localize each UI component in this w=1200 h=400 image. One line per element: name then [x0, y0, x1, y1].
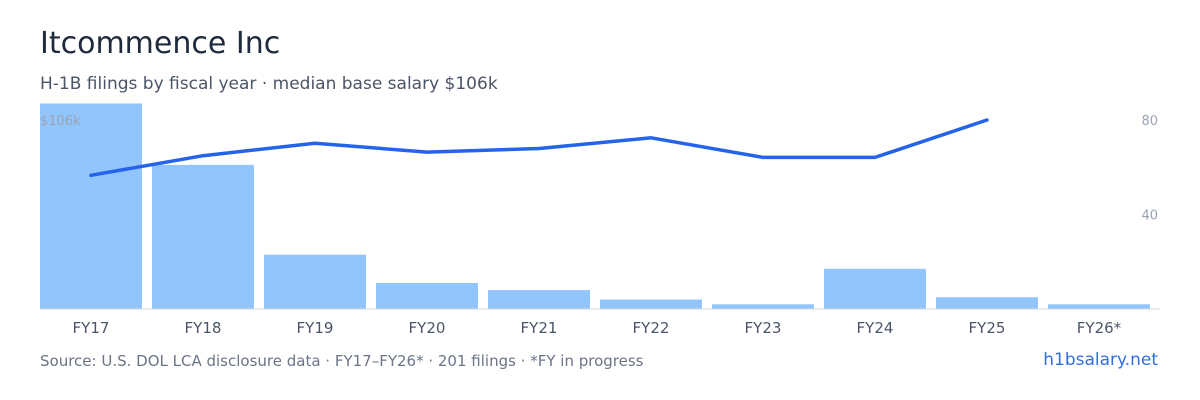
bar-fy23: [712, 304, 814, 309]
bars-group: [40, 103, 1150, 310]
bar-fy24: [824, 268, 926, 309]
x-tick-label: FY19: [297, 319, 334, 337]
bar-fy25: [936, 297, 1038, 309]
x-tick-label: FY21: [521, 319, 558, 337]
x-tick-label: FY26*: [1077, 319, 1122, 337]
right-axis-tick: 80: [1141, 114, 1158, 129]
bar-fy18: [152, 164, 254, 309]
x-tick-label: FY20: [409, 319, 446, 337]
bar-fy17: [40, 103, 142, 310]
source-note: Source: U.S. DOL LCA disclosure data · F…: [40, 352, 644, 370]
salary-line: [89, 118, 989, 178]
x-tick-label: FY18: [185, 319, 222, 337]
x-tick-label: FY22: [633, 319, 670, 337]
chart-title: Itcommence Inc: [40, 26, 281, 61]
x-tick-label: FY17: [73, 319, 110, 337]
bar-fy26-partial: [1048, 304, 1150, 309]
left-axis-label: $106k: [40, 114, 81, 129]
x-tick-label: FY24: [857, 319, 894, 337]
brand-link[interactable]: h1bsalary.net: [1043, 350, 1158, 370]
x-tick-label: FY25: [969, 319, 1006, 337]
right-ticks-group: 80 40: [1141, 114, 1158, 224]
bar-fy22: [600, 299, 702, 309]
chart-subtitle: H-1B filings by fiscal year · median bas…: [40, 74, 498, 94]
bar-fy19: [264, 254, 366, 309]
right-axis-tick: 40: [1141, 209, 1158, 224]
x-tick-label: FY23: [745, 319, 782, 337]
bar-fy20: [376, 283, 478, 309]
bar-fy21: [488, 290, 590, 309]
x-ticks-group: FY17 FY18 FY19 FY20 FY21 FY22 FY23 FY24 FY25 FY26…: [73, 319, 1122, 337]
